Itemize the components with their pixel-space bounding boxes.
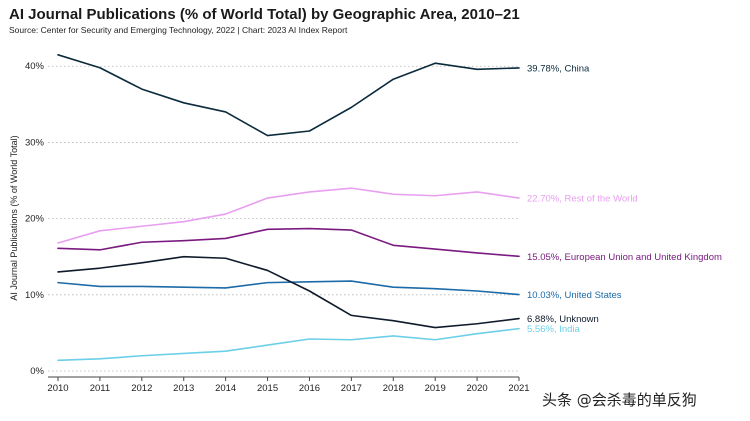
series-end-label: 6.88%, Unknown: [527, 314, 599, 325]
x-tick-label: 2019: [425, 383, 446, 394]
series-end-label: 22.70%, Rest of the World: [527, 194, 638, 205]
series-end-label: 15.05%, European Union and United Kingdo…: [527, 252, 722, 263]
series-labels: 39.78%, China 22.70%, Rest of the World 15…: [527, 63, 722, 335]
series-line-china: [57, 54, 520, 137]
series-lines: [57, 54, 520, 362]
series-end-label: 10.03%, United States: [527, 290, 622, 301]
x-tick-label: 2013: [173, 383, 194, 394]
series-end-label: 5.56%, India: [527, 324, 581, 335]
x-tick-label: 2014: [215, 383, 236, 394]
series-line-european-union-and-united-kingdom: [57, 227, 520, 258]
series-line-united-states: [57, 280, 520, 296]
x-tick-label: 2017: [341, 383, 362, 394]
grid-lines: [48, 65, 519, 372]
y-tick-label: 0%: [30, 366, 44, 377]
y-tick-label: 20%: [25, 214, 45, 225]
series-line-unknown: [57, 255, 520, 329]
y-tick-label: 10%: [25, 290, 45, 301]
chart-subtitle: Source: Center for Security and Emerging…: [9, 25, 348, 35]
x-tick-label: 2020: [467, 383, 488, 394]
x-tick-label: 2010: [47, 383, 68, 394]
x-tick-label: 2012: [131, 383, 152, 394]
y-axis-label: AI Journal Publications (% of World Tota…: [9, 135, 19, 300]
y-tick-label: 30%: [25, 137, 45, 148]
x-tick-label: 2015: [257, 383, 278, 394]
x-tick-label: 2021: [508, 383, 529, 394]
x-tick-label: 2016: [299, 383, 320, 394]
axes: 0% 10% 20% 30% 40% 2010 2011 2012 2013 2014 2015 20…: [25, 61, 530, 394]
chart-title: AI Journal Publications (% of World Tota…: [9, 6, 520, 23]
x-tick-label: 2011: [90, 383, 110, 394]
watermark-text: 头条 @会杀毒的单反狗: [542, 391, 697, 409]
y-tick-label: 40%: [25, 61, 45, 72]
series-line-india: [57, 327, 520, 362]
series-line-rest-of-the-world: [57, 187, 520, 244]
series-end-label: 39.78%, China: [527, 63, 590, 74]
x-tick-label: 2018: [383, 383, 404, 394]
